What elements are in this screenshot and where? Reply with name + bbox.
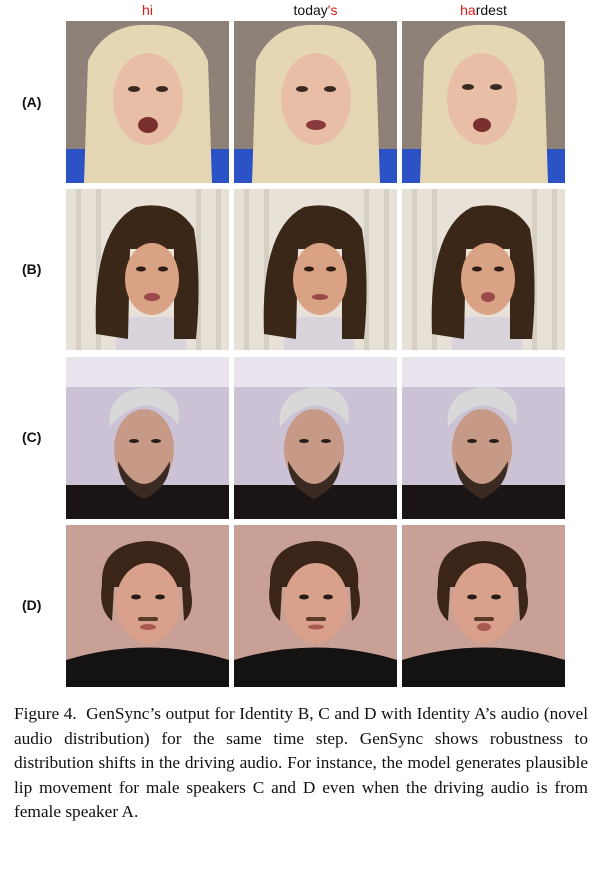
column-word-1: hi (142, 2, 153, 18)
column-word-2: today's (293, 2, 338, 18)
row-label-d: (D) (22, 597, 42, 613)
frame-b-3 (402, 189, 565, 350)
row-label-b: (B) (22, 261, 42, 277)
frame-b-1 (66, 189, 229, 350)
frame-a-3 (402, 21, 565, 183)
caption-text: GenSync’s output for Identity B, C and D… (14, 704, 589, 822)
frame-d-2 (234, 525, 397, 687)
row-label-a: (A) (22, 94, 42, 110)
frame-a-1 (66, 21, 229, 183)
frame-b-2 (234, 189, 397, 350)
figure-label: Figure 4. (14, 704, 77, 723)
frame-d-3 (402, 525, 565, 687)
frame-c-2 (234, 357, 397, 519)
row-label-c: (C) (22, 429, 42, 445)
column-word-3: hardest (460, 2, 507, 18)
frame-c-3 (402, 357, 565, 519)
figure-caption: Figure 4. GenSync’s output for Identity … (14, 702, 588, 825)
frame-c-1 (66, 357, 229, 519)
frame-d-1 (66, 525, 229, 687)
frame-a-2 (234, 21, 397, 183)
